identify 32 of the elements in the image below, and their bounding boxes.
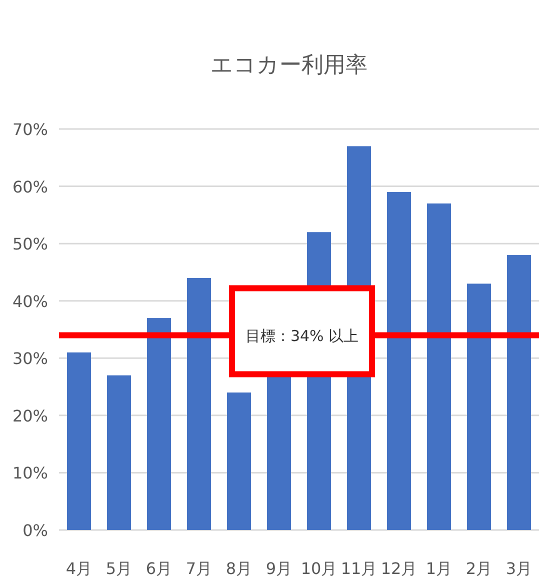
bar (387, 192, 411, 530)
bar (107, 375, 131, 530)
x-tick-label: 1月 (426, 559, 452, 578)
y-tick-label: 30% (12, 349, 48, 368)
y-tick-label: 0% (22, 521, 48, 540)
x-tick-label: 8月 (226, 559, 252, 578)
x-tick-label: 10月 (300, 559, 338, 578)
y-tick-label: 10% (12, 464, 48, 483)
bar (147, 318, 171, 530)
ref-line-label: 目標：34% 以上 (245, 327, 359, 346)
y-tick-label: 60% (12, 177, 48, 196)
y-tick-label: 40% (12, 292, 48, 311)
y-tick-label: 50% (12, 234, 48, 254)
y-tick-label: 70% (12, 120, 48, 139)
x-tick-label: 12月 (380, 559, 418, 578)
bar (267, 375, 291, 530)
x-tick-label: 7月 (186, 559, 212, 578)
x-tick-label: 3月 (506, 559, 532, 578)
x-tick-label: 9月 (266, 559, 292, 578)
x-tick-label: 2月 (466, 559, 492, 578)
chart-title: エコカー利用率 (210, 53, 368, 78)
bar (427, 203, 451, 530)
bar (67, 352, 91, 530)
x-tick-label: 11月 (340, 559, 378, 578)
bar (507, 255, 531, 530)
x-tick-label: 5月 (106, 559, 132, 578)
y-tick-label: 20% (12, 406, 48, 426)
bar (187, 278, 211, 530)
x-tick-label: 6月 (146, 559, 172, 578)
x-tick-label: 4月 (66, 559, 92, 578)
bar (467, 284, 491, 530)
bar (227, 392, 251, 530)
